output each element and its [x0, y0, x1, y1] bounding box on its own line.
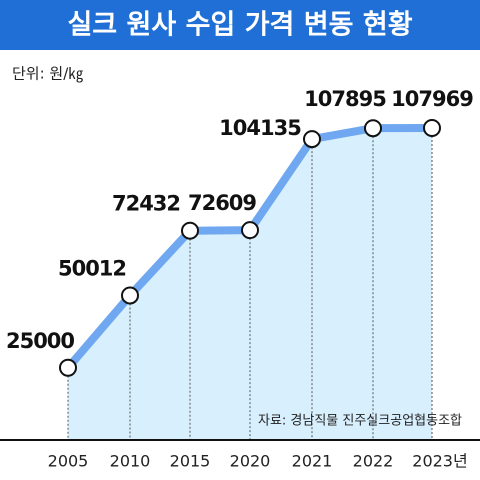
value-label: 72432 — [112, 192, 180, 216]
point — [423, 119, 441, 137]
value-label: 107895 — [304, 87, 386, 111]
unit-label: 단위: 원/㎏ — [12, 65, 83, 83]
x-tick-label: 2021 — [292, 452, 333, 471]
point — [121, 286, 139, 305]
value-label: 107969 — [391, 87, 473, 111]
point — [181, 221, 199, 240]
chart-title: 실크 원사 수입 가격 변동 현황 — [67, 10, 412, 41]
point — [364, 119, 382, 138]
value-label: 104135 — [219, 116, 301, 140]
point — [303, 130, 321, 149]
x-tick-label: 2005 — [48, 452, 89, 471]
value-label: 25000 — [6, 329, 74, 353]
value-label: 72609 — [188, 191, 256, 215]
source: 자료: 경남직물 진주실크공업협동조합 — [258, 414, 462, 429]
x-tick-label: 2023년 — [412, 452, 467, 471]
point — [59, 358, 77, 377]
x-tick-label: 2010 — [110, 452, 151, 471]
point — [241, 221, 259, 240]
value-label: 50012 — [58, 256, 126, 280]
x-tick-label: 2022 — [353, 452, 394, 471]
x-tick-label: 2020 — [230, 452, 271, 471]
x-tick-label: 2015 — [170, 452, 211, 471]
title-bar — [0, 0, 480, 50]
